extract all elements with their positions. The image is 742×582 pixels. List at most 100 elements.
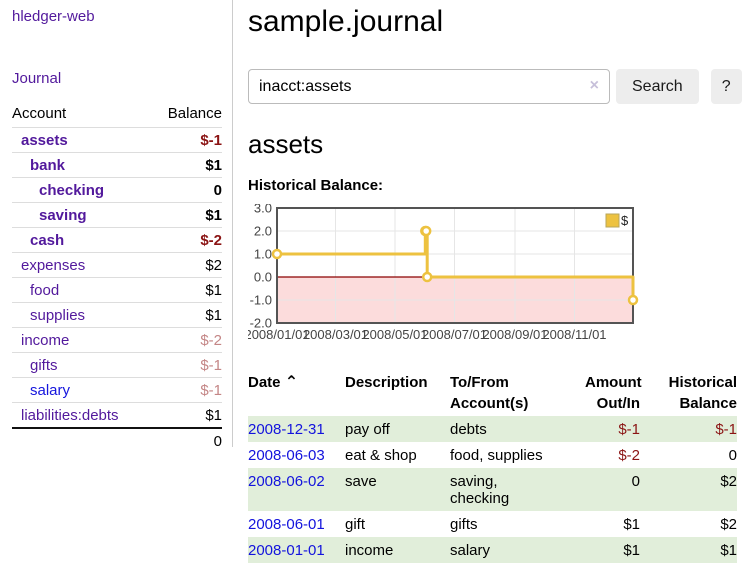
transaction-description: eat & shop — [345, 446, 417, 464]
clear-search-icon[interactable]: × — [589, 77, 599, 94]
accounts-table: Account Balance assets $-1 bank $1 checking 0… — [12, 102, 222, 453]
transaction-date-link[interactable]: 2008-01-01 — [248, 541, 325, 559]
account-row: salary $-1 — [12, 377, 222, 403]
y-tick-label: -2.0 — [250, 316, 272, 331]
x-tick-label: 2008/01/01 — [248, 327, 310, 342]
account-name-cell: liabilities:debts — [12, 402, 152, 428]
account-name-cell: salary — [12, 377, 152, 403]
sidebar-account-link[interactable]: salary — [30, 381, 71, 399]
accounts-header-balance: Balance — [167, 105, 222, 122]
account-balance: $1 — [151, 402, 222, 428]
transaction-date-cell: 2008-06-03 — [248, 442, 345, 468]
legend-swatch — [605, 213, 620, 228]
data-point — [271, 248, 283, 260]
x-tick-label: 2008/09/01 — [482, 327, 547, 342]
sidebar-account-link[interactable]: food — [30, 281, 60, 299]
account-balance: $-1 — [151, 352, 222, 378]
transaction-description: gift — [345, 515, 366, 533]
chart-svg: 3.0 2.0 1.0 0.0 -1.0 -2.02008/01/012008/03/01… — [244, 201, 639, 342]
x-tick-label: 2008/07/01 — [422, 327, 487, 342]
account-name-cell: cash — [12, 227, 152, 253]
account-balance: 0 — [151, 177, 222, 203]
transaction-date-link[interactable]: 2008-06-02 — [248, 472, 325, 490]
account-row: assets $-1 — [12, 127, 222, 153]
sidebar-account-link[interactable]: liabilities:debts — [21, 406, 119, 424]
register-row: 2008-06-01 gift gifts $1 $2 — [248, 511, 737, 537]
sidebar-account-link[interactable]: saving — [39, 206, 87, 224]
account-balance: $2 — [151, 252, 222, 278]
accounts-total-spacer — [12, 427, 152, 453]
transaction-date-cell: 2008-06-02 — [248, 468, 345, 511]
search-input[interactable] — [248, 69, 610, 104]
page-title: sample.journal — [248, 5, 444, 38]
account-row: bank $1 — [12, 152, 222, 178]
register-row: 2008-06-02 save saving, checking 0 $2 — [248, 468, 737, 511]
accounts-total-row: 0 — [12, 427, 222, 453]
y-tick-label: 0.0 — [254, 270, 272, 285]
account-name-cell: checking — [12, 177, 152, 203]
transaction-accounts: gifts — [450, 515, 478, 533]
sidebar-account-link[interactable]: gifts — [30, 356, 58, 374]
sidebar-account-link[interactable]: supplies — [30, 306, 86, 324]
sidebar-item-journal[interactable]: Journal — [12, 70, 62, 87]
register-header-balance: Historical Balance — [668, 374, 737, 412]
sidebar-account-link[interactable]: checking — [39, 181, 105, 199]
register-header-date[interactable]: Date ⌃ — [248, 370, 345, 416]
account-balance: $1 — [151, 152, 222, 178]
account-row: food $1 — [12, 277, 222, 303]
account-balance: $1 — [151, 302, 222, 328]
y-tick-label: 1.0 — [254, 247, 272, 262]
sidebar-account-link[interactable]: cash — [30, 231, 65, 249]
transaction-amount: $1 — [623, 541, 640, 559]
data-point — [627, 294, 639, 306]
y-tick-label: -1.0 — [250, 293, 272, 308]
sidebar-account-link[interactable]: bank — [30, 156, 66, 174]
help-button[interactable]: ? — [710, 69, 742, 104]
register-header-description: Description — [345, 374, 428, 391]
x-tick-label: 2008/05/01 — [362, 327, 427, 342]
account-row: expenses $2 — [12, 252, 222, 278]
account-name-cell: saving — [12, 202, 152, 228]
search-form: × Search ? — [248, 69, 742, 104]
transaction-date-cell: 2008-12-31 — [248, 416, 345, 442]
account-name-cell: bank — [12, 152, 152, 178]
account-balance: $-1 — [151, 127, 222, 153]
transaction-date-link[interactable]: 2008-12-31 — [248, 420, 325, 438]
account-row: cash $-2 — [12, 227, 222, 253]
search-button[interactable]: Search — [616, 69, 699, 104]
register-header-date-label: Date — [248, 374, 281, 391]
account-row: gifts $-1 — [12, 352, 222, 378]
transaction-description: income — [345, 541, 394, 559]
accounts-header-account: Account — [12, 105, 67, 122]
data-point — [420, 225, 432, 237]
account-name-cell: food — [12, 277, 152, 303]
register-header-row: Date ⌃ Description To/From Account(s) Am… — [248, 370, 737, 416]
register-table: Date ⌃ Description To/From Account(s) Am… — [248, 370, 737, 563]
transaction-balance: $-1 — [715, 420, 737, 438]
accounts-total-value: 0 — [151, 427, 222, 453]
accounts-header-row: Account Balance — [12, 102, 222, 128]
account-balance: $1 — [151, 202, 222, 228]
transaction-accounts: saving, checking — [450, 472, 510, 507]
register-header-amount: Amount Out/In — [585, 374, 642, 412]
transaction-date-link[interactable]: 2008-06-01 — [248, 515, 325, 533]
sidebar-account-link[interactable]: assets — [21, 131, 68, 149]
x-tick-label: 2008/11/01 — [542, 327, 606, 342]
account-name-cell: income — [12, 327, 152, 353]
sidebar-account-link[interactable]: income — [21, 331, 70, 349]
data-point — [421, 271, 433, 283]
transaction-date-cell: 2008-06-01 — [248, 511, 345, 537]
transaction-date-cell: 2008-01-01 — [248, 537, 345, 563]
chart-title: Historical Balance: — [248, 177, 384, 194]
account-balance: $1 — [151, 277, 222, 303]
account-balance: $-1 — [151, 377, 222, 403]
transaction-balance: 0 — [728, 446, 737, 464]
account-name-cell: expenses — [12, 252, 152, 278]
app-title-link[interactable]: hledger-web — [12, 8, 95, 25]
search-input-wrap: × — [248, 69, 610, 104]
transaction-date-link[interactable]: 2008-06-03 — [248, 446, 325, 464]
transaction-amount: $1 — [623, 515, 640, 533]
x-tick-label: 2008/03/01 — [303, 327, 368, 342]
transaction-description: pay off — [345, 420, 390, 438]
sidebar-account-link[interactable]: expenses — [21, 256, 86, 274]
